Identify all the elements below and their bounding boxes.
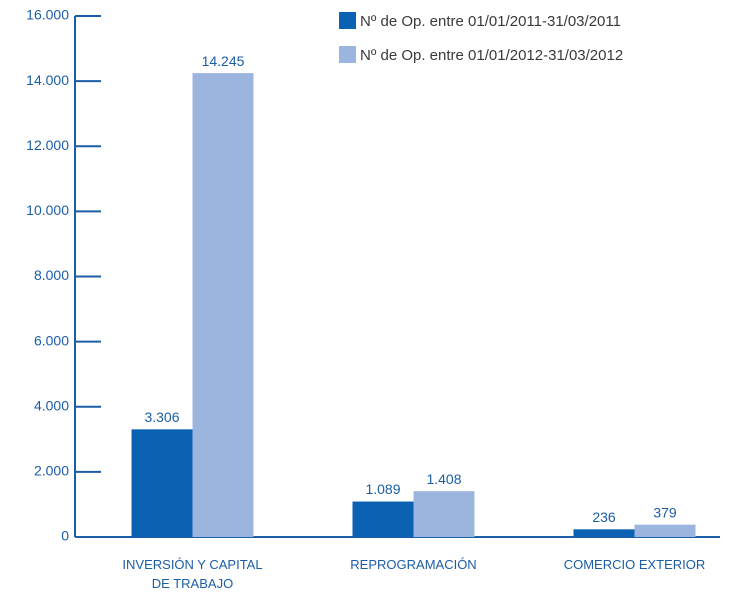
y-tick-label: 6.000 — [34, 332, 69, 348]
value-label: 14.245 — [202, 53, 245, 69]
bar — [573, 529, 635, 537]
y-tick-label: 4.000 — [34, 397, 69, 413]
y-tick-label: 12.000 — [26, 137, 69, 153]
bar — [413, 491, 475, 537]
bar — [192, 73, 254, 537]
y-tick-label: 0 — [61, 528, 69, 544]
y-tick-label: 16.000 — [26, 7, 69, 23]
value-label: 236 — [592, 509, 616, 525]
y-tick-label: 2.000 — [34, 463, 69, 479]
x-tick-label: INVERSIÓN Y CAPITAL DE TRABAJO — [122, 557, 263, 591]
legend-label: Nº de Op. entre 01/01/2012-31/03/2012 — [360, 47, 623, 64]
value-label: 379 — [653, 504, 677, 520]
legend-swatch — [339, 12, 356, 29]
y-tick-label: 14.000 — [26, 72, 69, 88]
bar — [352, 501, 414, 537]
legend-swatch — [339, 46, 356, 63]
legend-label: Nº de Op. entre 01/01/2011-31/03/2011 — [360, 13, 621, 30]
value-label: 1.408 — [426, 471, 461, 487]
y-tick-label: 10.000 — [26, 202, 69, 218]
bar — [634, 524, 696, 537]
x-tick-label: COMERCIO EXTERIOR — [563, 557, 706, 572]
value-label: 1.089 — [365, 481, 400, 497]
bar — [131, 429, 193, 537]
value-label: 3.306 — [144, 409, 179, 425]
x-tick-label: REPROGRAMACIÓN — [350, 557, 477, 572]
y-tick-label: 8.000 — [34, 267, 69, 283]
